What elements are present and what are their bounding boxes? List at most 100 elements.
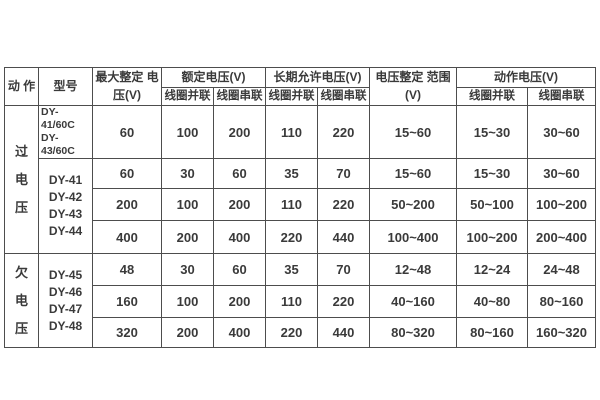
table-cell: 220 bbox=[265, 317, 318, 348]
table-cell: 400 bbox=[92, 220, 162, 254]
relay-spec-table: 动 作 型号 最大整定 电压(V) 额定电压(V) 长期允许电压(V) 电压整定… bbox=[4, 67, 596, 348]
table-cell: 60 bbox=[92, 105, 162, 159]
table-cell: 200 bbox=[213, 188, 266, 221]
table-cell: 70 bbox=[317, 158, 370, 189]
table-cell: 100~200 bbox=[527, 188, 596, 221]
table-cell: 50~100 bbox=[456, 188, 528, 221]
action-group-undervoltage: 欠 电 压 bbox=[4, 253, 39, 348]
table-cell: 200 bbox=[213, 105, 266, 159]
table-cell: 220 bbox=[317, 105, 370, 159]
header-operate-voltage: 动作电压(V) bbox=[456, 67, 596, 88]
table-cell: 35 bbox=[265, 253, 318, 286]
table-cell: 220 bbox=[317, 188, 370, 221]
table-cell: 24~48 bbox=[527, 253, 596, 286]
model-name: DY-47 bbox=[48, 301, 83, 316]
table-cell: 12~24 bbox=[456, 253, 528, 286]
table-cell: 200 bbox=[92, 188, 162, 221]
table-cell: 60 bbox=[213, 158, 266, 189]
action-char: 过 bbox=[14, 143, 28, 159]
table-cell: 15~60 bbox=[369, 105, 457, 159]
table-cell: 30~60 bbox=[527, 158, 596, 189]
table-cell: 30~60 bbox=[527, 105, 596, 159]
table-cell: 440 bbox=[317, 220, 370, 254]
header-setting-range-line1: 电压整定 bbox=[375, 70, 424, 85]
subheader-rated-coil-parallel: 线圈并联 bbox=[161, 87, 214, 106]
header-action-line2: 作 bbox=[23, 78, 36, 93]
subheader-longterm-coil-parallel: 线圈并联 bbox=[265, 87, 318, 106]
action-char: 压 bbox=[14, 320, 28, 336]
table-cell: 220 bbox=[317, 285, 370, 318]
header-action-line1: 动 bbox=[7, 78, 20, 93]
table-cell: 200 bbox=[213, 285, 266, 318]
table-cell: 12~48 bbox=[369, 253, 457, 286]
action-char: 压 bbox=[14, 199, 28, 215]
table-cell: 40~80 bbox=[456, 285, 528, 318]
table-cell: 40~160 bbox=[369, 285, 457, 318]
model-name: DY-42 bbox=[48, 190, 83, 204]
header-model: 型号 bbox=[38, 67, 93, 106]
table-cell: 48 bbox=[92, 253, 162, 286]
table-cell: 35 bbox=[265, 158, 318, 189]
table-cell: 200 bbox=[161, 317, 214, 348]
model-name: DY-45 bbox=[48, 267, 83, 282]
table-row: 400 200 400 220 440 100~400 100~200 200~… bbox=[5, 220, 596, 254]
table-cell: 30 bbox=[161, 253, 214, 286]
table-cell: 80~160 bbox=[456, 317, 528, 348]
table-row: 200 100 200 110 220 50~200 50~100 100~20… bbox=[5, 188, 596, 221]
table-cell: 60 bbox=[213, 253, 266, 286]
table-cell: 220 bbox=[265, 220, 318, 254]
table-row: 过 电 压 DY-41/60C DY-43/60C 60 100 200 110… bbox=[4, 105, 596, 254]
table-row: 欠 电 压 DY-45 DY-46 DY-47 DY-48 48 30 60 3… bbox=[4, 253, 596, 348]
header-action: 动 作 bbox=[4, 67, 39, 106]
subheader-operate-coil-parallel: 线圈并联 bbox=[456, 87, 528, 106]
header-setting-range-line2: 范围(V) bbox=[405, 70, 451, 102]
table-cell: 15~60 bbox=[369, 158, 457, 189]
model-name: DY-43 bbox=[48, 207, 83, 221]
model-name: DY-46 bbox=[48, 284, 83, 299]
table-cell: 15~30 bbox=[456, 105, 528, 159]
table-cell: 15~30 bbox=[456, 158, 528, 189]
model-name: DY-48 bbox=[48, 318, 83, 333]
table-cell: 320 bbox=[92, 317, 162, 348]
table-cell: 400 bbox=[213, 220, 266, 254]
table-cell: 100 bbox=[161, 188, 214, 221]
subheader-operate-coil-series: 线圈串联 bbox=[527, 87, 596, 106]
table-cell: 50~200 bbox=[369, 188, 457, 221]
header-rated-voltage: 额定电压(V) bbox=[161, 67, 266, 88]
table-cell: 100 bbox=[161, 285, 214, 318]
table-row: DY-41 DY-42 DY-43 DY-44 60 30 60 35 70 1… bbox=[5, 158, 596, 254]
header-max-setting-voltage: 最大整定 电压(V) bbox=[92, 67, 162, 106]
model-cell: DY-41/60C DY-43/60C bbox=[38, 105, 93, 159]
table-cell: 30 bbox=[161, 158, 214, 189]
header-max-setting-line2: 电压(V) bbox=[113, 70, 159, 102]
model-group-dy41-44: DY-41 DY-42 DY-43 DY-44 bbox=[38, 158, 93, 254]
header-long-term-voltage: 长期允许电压(V) bbox=[265, 67, 370, 88]
model-group-dy45-48: DY-45 DY-46 DY-47 DY-48 bbox=[38, 253, 93, 348]
table-cell: 200~400 bbox=[527, 220, 596, 254]
action-char: 电 bbox=[14, 171, 28, 187]
action-char: 电 bbox=[14, 292, 28, 308]
table-cell: 80~160 bbox=[527, 285, 596, 318]
model-name: DY-41 bbox=[48, 173, 83, 187]
table-cell: 100 bbox=[161, 105, 214, 159]
table-cell: 110 bbox=[265, 285, 318, 318]
model-name: DY-44 bbox=[48, 224, 83, 238]
action-char: 欠 bbox=[14, 264, 28, 280]
subheader-rated-coil-series: 线圈串联 bbox=[213, 87, 266, 106]
action-group-overvoltage: 过 电 压 bbox=[4, 105, 39, 254]
header-max-setting-line1: 最大整定 bbox=[95, 70, 144, 85]
table-cell: 100~400 bbox=[369, 220, 457, 254]
model-name: DY-43/60C bbox=[41, 132, 75, 157]
table-cell: 110 bbox=[265, 188, 318, 221]
table-cell: 80~320 bbox=[369, 317, 457, 348]
model-name: DY-41/60C bbox=[41, 106, 75, 132]
table-cell: 440 bbox=[317, 317, 370, 348]
table-cell: 160 bbox=[92, 285, 162, 318]
table-row: 320 200 400 220 440 80~320 80~160 160~32… bbox=[5, 317, 596, 348]
table-cell: 110 bbox=[265, 105, 318, 159]
table-cell: 100~200 bbox=[456, 220, 528, 254]
subheader-longterm-coil-series: 线圈串联 bbox=[317, 87, 370, 106]
table-cell: 400 bbox=[213, 317, 266, 348]
header-setting-range: 电压整定 范围(V) bbox=[369, 67, 457, 106]
table-cell: 200 bbox=[161, 220, 214, 254]
